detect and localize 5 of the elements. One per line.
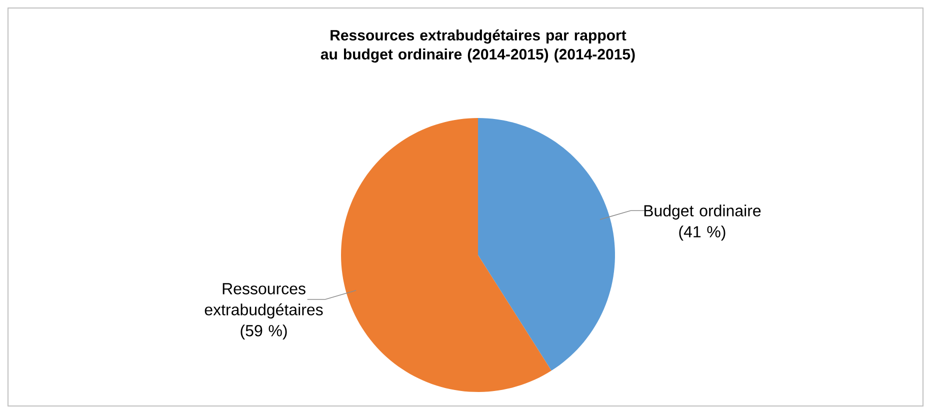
data-label: (41 %) [679, 226, 726, 241]
slice-label: Ressources extrabudgétaires [204, 283, 323, 319]
slice-label: Budget ordinaire [644, 204, 761, 220]
chart-title: Ressources extrabudgétaires par rapport au budget ordinaire (2014-2015) (2014-2015) [320, 29, 635, 63]
data-label: (59 %) [240, 324, 287, 340]
